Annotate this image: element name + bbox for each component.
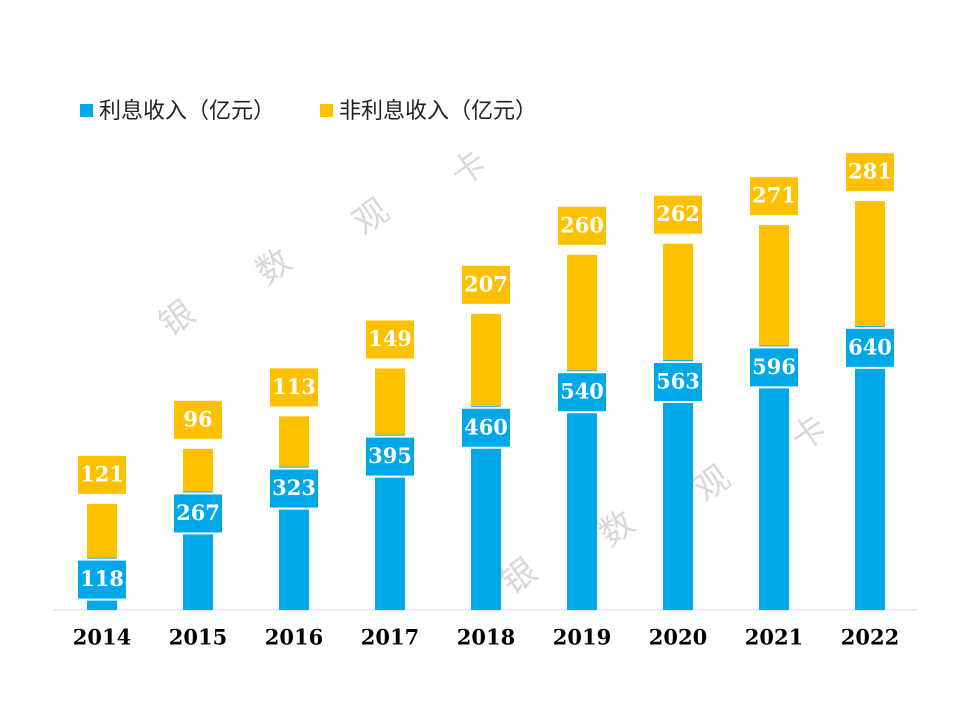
bar-segment [567, 254, 597, 371]
value-label: 118 [80, 566, 124, 591]
value-label: 271 [752, 183, 796, 208]
bar-segment [759, 225, 789, 346]
x-tick-label: 2021 [745, 625, 803, 650]
legend-label: 非利息收入（亿元） [339, 99, 537, 124]
value-label-box [172, 398, 224, 441]
value-label-box [364, 318, 416, 361]
value-label: 640 [848, 334, 892, 359]
value-label: 281 [848, 159, 892, 184]
value-label-box [556, 371, 608, 414]
bar-segment [279, 416, 309, 467]
value-label-box [268, 366, 320, 409]
bar-segment [855, 325, 885, 610]
value-label-box [460, 406, 512, 449]
value-label: 262 [656, 201, 700, 226]
bar-segment [183, 448, 213, 492]
value-label: 323 [272, 475, 316, 500]
value-label-box [556, 204, 608, 247]
bar-segment [375, 368, 405, 435]
value-label-box [268, 467, 320, 510]
x-tick-label: 2016 [265, 625, 323, 650]
value-label: 121 [80, 461, 124, 486]
watermark: 观 [687, 458, 738, 510]
x-tick-label: 2014 [73, 625, 131, 650]
bar-segment [855, 201, 885, 326]
bar-segment [471, 313, 501, 406]
value-label: 596 [752, 354, 796, 379]
value-label-box [652, 361, 704, 404]
x-tick-label: 2018 [457, 625, 515, 650]
x-tick-label: 2022 [841, 625, 899, 650]
value-label-box [172, 492, 224, 535]
watermark: 数 [592, 503, 643, 555]
value-label: 267 [176, 500, 220, 525]
watermark: 观 [346, 191, 397, 243]
value-label: 460 [464, 414, 508, 439]
legend-swatch [320, 104, 333, 117]
x-tick-label: 2020 [649, 625, 707, 650]
value-label-box [748, 346, 800, 389]
value-label: 540 [560, 379, 604, 404]
value-label-box [652, 193, 704, 236]
value-label-box [364, 435, 416, 478]
value-label: 207 [464, 271, 508, 296]
legend-swatch [80, 104, 93, 117]
x-tick-label: 2015 [169, 625, 227, 650]
value-label-box [844, 151, 896, 194]
value-label: 260 [560, 212, 604, 237]
watermark: 卡 [444, 143, 495, 195]
watermark: 数 [249, 241, 300, 293]
value-label: 96 [183, 406, 212, 431]
watermark: 银 [152, 293, 203, 345]
value-label: 395 [368, 443, 412, 468]
bar-segment [759, 345, 789, 610]
legend-label: 利息收入（亿元） [99, 99, 275, 124]
value-label-box [76, 453, 128, 496]
watermark: 卡 [784, 408, 835, 460]
watermark: 银 [494, 551, 545, 603]
value-label: 113 [272, 374, 316, 399]
bar-segment [87, 503, 117, 558]
x-tick-label: 2019 [553, 625, 611, 650]
value-label-box [748, 175, 800, 218]
value-label-box [844, 326, 896, 369]
bar-segment [663, 243, 693, 361]
value-label: 563 [656, 369, 700, 394]
value-label-box [76, 558, 128, 601]
x-tick-label: 2017 [361, 625, 419, 650]
value-label-box [460, 263, 512, 306]
value-label: 149 [368, 326, 412, 351]
